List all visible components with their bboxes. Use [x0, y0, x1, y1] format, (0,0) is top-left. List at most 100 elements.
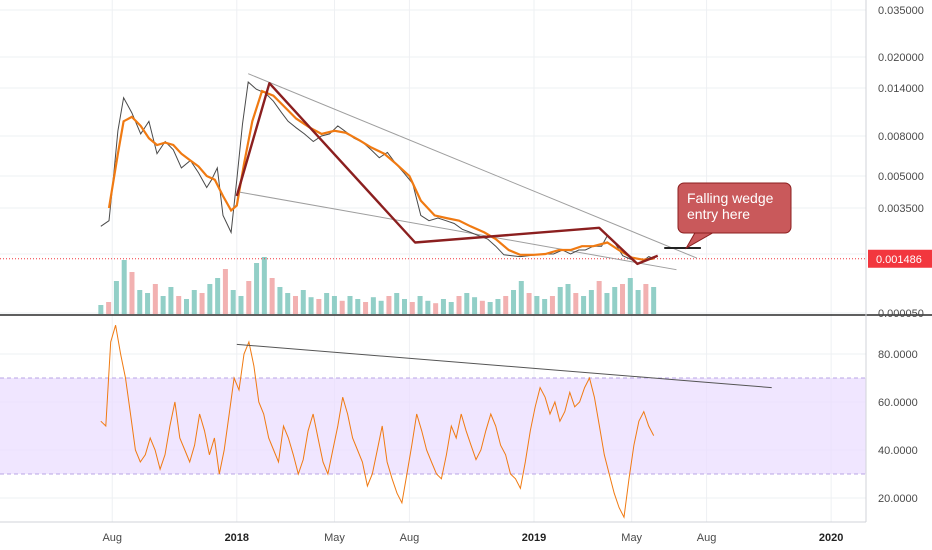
- price-tick-label: 0.005000: [878, 171, 924, 183]
- volume-bar: [464, 293, 470, 314]
- volume-bar: [456, 296, 462, 314]
- volume-bar: [300, 290, 306, 314]
- volume-bar: [511, 290, 517, 314]
- volume-bar: [215, 278, 221, 314]
- rsi-line: [100, 325, 655, 519]
- wedge-pattern-path[interactable]: [235, 82, 659, 266]
- volume-bar: [207, 284, 213, 314]
- pattern-drawing[interactable]: [235, 82, 701, 266]
- volume-bar: [518, 281, 524, 314]
- volume-bar: [495, 299, 501, 314]
- volume-bar: [168, 287, 174, 314]
- price-series-line: [100, 81, 654, 265]
- volume-bar: [643, 284, 649, 314]
- volume-bar: [440, 299, 446, 314]
- last-price-tag-text: 0.001486: [876, 254, 922, 266]
- price-tick-label: 0.008000: [878, 131, 924, 143]
- rsi-panel[interactable]: [0, 325, 866, 519]
- callout-pointer: [684, 230, 718, 250]
- volume-bar: [635, 290, 641, 314]
- volume-bar: [339, 300, 345, 314]
- volume-bar: [363, 302, 369, 314]
- callout-text-line: entry here: [687, 206, 750, 222]
- volume-bar: [324, 293, 330, 314]
- rsi-tick-label: 80.0000: [878, 349, 918, 361]
- volume-bar: [627, 278, 633, 314]
- time-tick-label: Aug: [102, 532, 122, 544]
- volume-bars: [98, 257, 657, 314]
- volume-bar: [472, 297, 478, 314]
- price-tick-label: 0.020000: [878, 52, 924, 64]
- volume-bar: [308, 297, 314, 314]
- time-tick-label: 2020: [819, 532, 843, 544]
- volume-bar: [417, 296, 423, 314]
- time-tick-label: Aug: [400, 532, 420, 544]
- volume-bar: [557, 287, 563, 314]
- volume-bar: [183, 299, 189, 314]
- rsi-tick-label: 20.0000: [878, 493, 918, 505]
- price-tick-label: 0.000050: [878, 308, 924, 320]
- volume-bar: [588, 290, 594, 314]
- volume-bar: [503, 296, 509, 314]
- volume-bar: [152, 284, 158, 314]
- volume-bar: [238, 296, 244, 314]
- volume-bar: [433, 303, 439, 314]
- callout-box[interactable]: [677, 182, 792, 234]
- volume-bar: [549, 296, 555, 314]
- volume-bar: [604, 293, 610, 314]
- time-tick-label: 2018: [225, 532, 249, 544]
- rsi-band: [0, 378, 866, 474]
- price-tick-label: 0.014000: [878, 83, 924, 95]
- volume-bar: [612, 287, 618, 314]
- time-tick-label: May: [621, 532, 642, 544]
- volume-bar: [230, 290, 236, 314]
- volume-bar: [479, 300, 485, 314]
- price-tick-label: 0.003500: [878, 203, 924, 215]
- time-axis[interactable]: Aug 2018 May Aug 2019 May Aug 2020: [0, 521, 866, 544]
- volume-bar: [409, 302, 415, 314]
- volume-bar: [651, 287, 657, 314]
- wedge-lower-line[interactable]: [236, 191, 677, 271]
- price-tick-label: 0.035000: [878, 5, 924, 17]
- volume-bar: [277, 287, 283, 314]
- volume-bar: [137, 290, 143, 314]
- volume-bar: [129, 272, 135, 314]
- volume-bar: [285, 293, 291, 314]
- moving-average-line: [107, 89, 654, 261]
- volume-bar: [98, 305, 104, 314]
- volume-bar: [199, 293, 205, 314]
- volume-bar: [394, 293, 400, 314]
- rsi-trendline[interactable]: [236, 343, 772, 389]
- rsi-tick-label: 40.0000: [878, 445, 918, 457]
- rsi-axis[interactable]: 80.0000 60.0000 40.0000 20.0000: [878, 349, 918, 505]
- volume-bar: [402, 299, 408, 314]
- volume-bar: [487, 302, 493, 314]
- volume-bar: [534, 296, 540, 314]
- volume-bar: [347, 296, 353, 314]
- volume-bar: [113, 281, 119, 314]
- volume-bar: [581, 296, 587, 314]
- volume-bar: [316, 299, 322, 314]
- volume-bar: [191, 290, 197, 314]
- volume-bar: [269, 278, 275, 314]
- volume-bar: [378, 300, 384, 314]
- wedge-trendlines[interactable]: [236, 73, 698, 271]
- volume-bar: [596, 281, 602, 314]
- last-price-tag: 0.001486: [868, 249, 932, 268]
- volume-bar: [160, 296, 166, 314]
- callout-text-line: Falling wedge: [687, 190, 774, 206]
- time-tick-label: 2019: [522, 532, 546, 544]
- volume-bar: [565, 284, 571, 314]
- volume-bar: [261, 257, 267, 314]
- wedge-upper-line[interactable]: [248, 73, 698, 259]
- volume-bar: [573, 293, 579, 314]
- volume-bar: [145, 293, 151, 314]
- volume-bar: [121, 260, 127, 314]
- volume-bar: [292, 296, 298, 314]
- time-tick-label: Aug: [697, 532, 717, 544]
- volume-bar: [425, 300, 431, 314]
- volume-bar: [542, 299, 548, 314]
